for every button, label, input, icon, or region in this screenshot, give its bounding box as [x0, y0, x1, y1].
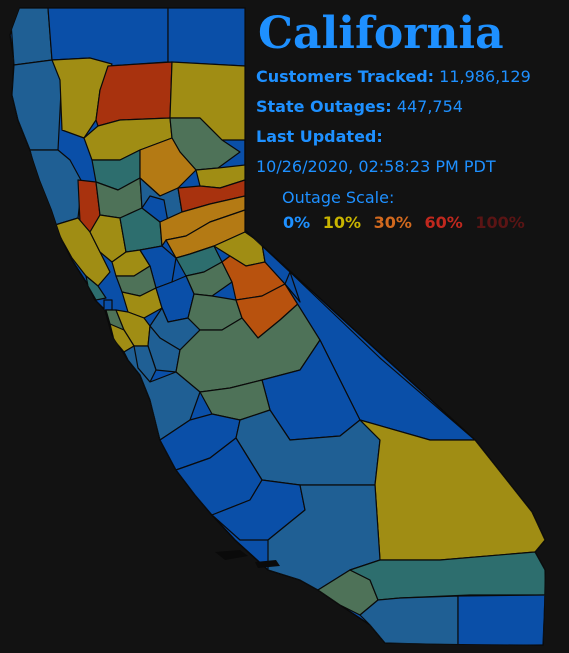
scale-step-100: 100% [475, 213, 525, 232]
outage-scale-title: Outage Scale: [282, 188, 395, 207]
state-outages-label: State Outages: [256, 97, 392, 116]
county-siskiyou[interactable] [47, 8, 169, 67]
county-imperial[interactable] [457, 594, 545, 645]
outage-scale-legend: 0% 10% 30% 60% 100% [283, 213, 566, 232]
channel-islands [215, 550, 280, 568]
county-san-bernardino[interactable] [359, 419, 545, 561]
scale-step-30: 30% [373, 213, 412, 232]
county-sonoma[interactable] [54, 217, 111, 287]
county-shasta[interactable] [95, 61, 173, 127]
state-title: California [258, 8, 504, 59]
county-marin[interactable] [85, 275, 107, 301]
customers-tracked: Customers Tracked: 11,986,129 [256, 66, 566, 88]
state-outages: State Outages: 447,754 [256, 96, 566, 118]
info-panel: California Customers Tracked: 11,986,129… [256, 8, 566, 232]
scale-step-10: 10% [322, 213, 362, 232]
county-humboldt[interactable] [11, 59, 63, 151]
last-updated-label: Last Updated: [256, 127, 383, 146]
scale-step-60: 60% [424, 213, 463, 232]
state-outages-value: 447,754 [396, 97, 463, 116]
county-modoc[interactable] [167, 8, 246, 67]
county-riverside[interactable] [349, 551, 545, 601]
customers-tracked-value: 11,986,129 [439, 67, 531, 86]
last-updated-value: 10/26/2020, 02:58:23 PM PDT [256, 157, 496, 176]
county-monterey[interactable] [123, 345, 201, 441]
county-san-diego[interactable] [359, 595, 459, 645]
scale-step-0: 0% [283, 213, 311, 232]
county-san-francisco[interactable] [103, 299, 113, 311]
county-sutter[interactable] [141, 195, 169, 223]
last-updated: Last Updated: [256, 126, 566, 148]
customers-tracked-label: Customers Tracked: [256, 67, 435, 86]
